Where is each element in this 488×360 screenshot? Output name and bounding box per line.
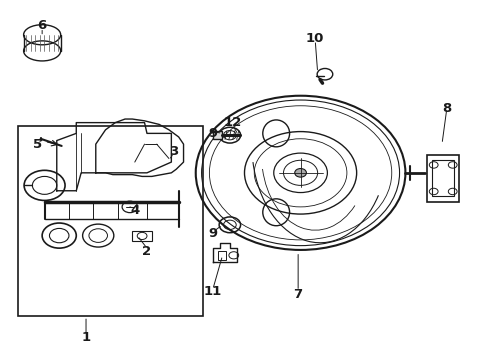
Text: 6: 6: [38, 19, 47, 32]
Text: 2: 2: [142, 245, 151, 258]
Text: 3: 3: [169, 145, 178, 158]
Bar: [217, 251, 226, 260]
Circle shape: [294, 168, 306, 177]
Bar: [212, 131, 221, 139]
Text: 5: 5: [33, 138, 42, 150]
Text: 9: 9: [208, 227, 217, 240]
Bar: [427, 155, 458, 202]
Bar: [18, 126, 203, 316]
Text: 10: 10: [305, 32, 324, 45]
Bar: [431, 160, 453, 196]
Text: 11: 11: [203, 285, 222, 298]
Bar: [132, 231, 152, 241]
Text: 12: 12: [223, 116, 241, 129]
Text: 9: 9: [208, 127, 217, 140]
Text: 8: 8: [441, 102, 450, 115]
Text: 4: 4: [130, 204, 139, 217]
Text: 7: 7: [293, 288, 302, 301]
Text: 1: 1: [81, 331, 90, 344]
